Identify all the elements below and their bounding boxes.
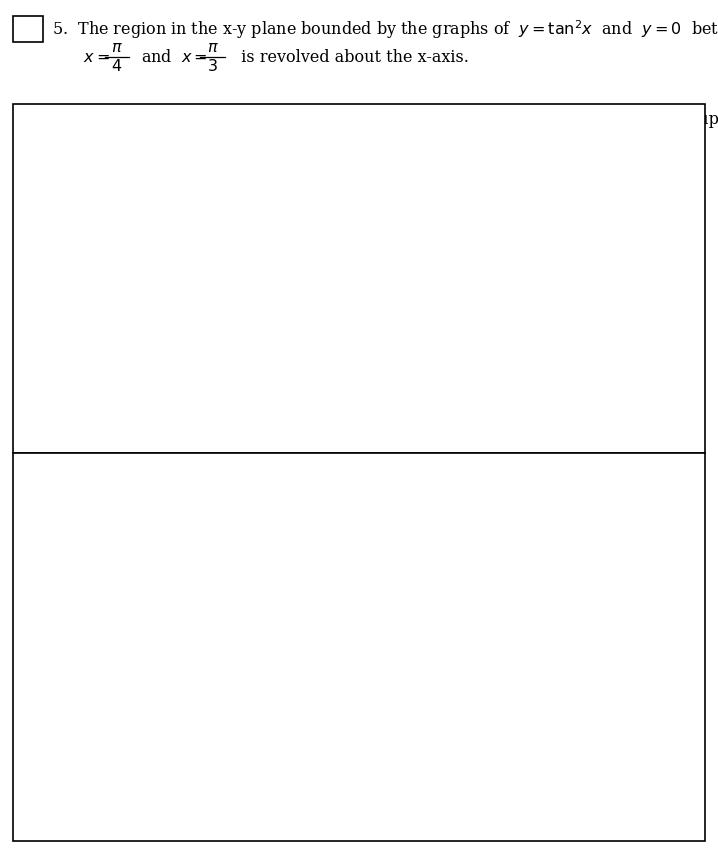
Text: $\pi$: $\pi$ [207, 39, 218, 56]
Text: 10: 10 [17, 20, 39, 37]
Text: $\pi$: $\pi$ [111, 39, 123, 56]
Text: is revolved about the x-axis.: is revolved about the x-axis. [231, 49, 469, 66]
Text: b. Calculate the volume.: b. Calculate the volume. [19, 460, 217, 477]
Text: $x = $: $x = $ [83, 49, 109, 66]
Text: $4$: $4$ [111, 58, 123, 75]
Text: 5.  The region in the x-y plane bounded by the graphs of  $y = \tan^2\!x$  and  : 5. The region in the x-y plane bounded b… [52, 18, 718, 41]
Text: a. Draw a rough sketch of the solid with a representative volume section. Then s: a. Draw a rough sketch of the solid with… [19, 111, 718, 128]
Text: $3$: $3$ [208, 58, 218, 75]
Text: Riemann sum expression for the volume of the solid.: Riemann sum expression for the volume of… [19, 133, 448, 150]
Text: and  $x = $: and $x = $ [136, 49, 208, 66]
